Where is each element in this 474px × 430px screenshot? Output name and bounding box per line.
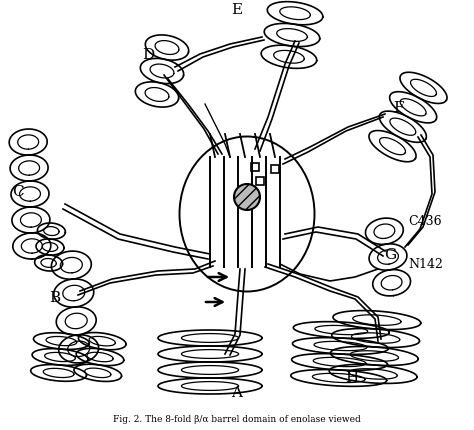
- Text: N142: N142: [408, 258, 443, 271]
- Text: B: B: [49, 290, 61, 304]
- Bar: [251, 164, 259, 172]
- Text: F: F: [393, 101, 403, 115]
- Text: C436: C436: [408, 215, 442, 228]
- Circle shape: [234, 184, 260, 211]
- Bar: [256, 178, 264, 186]
- Bar: [271, 166, 279, 174]
- Text: Fig. 2. The 8-fold β/α barrel domain of enolase viewed: Fig. 2. The 8-fold β/α barrel domain of …: [113, 415, 361, 424]
- Text: A: A: [231, 385, 243, 399]
- Text: C: C: [12, 184, 24, 199]
- Text: E: E: [231, 3, 243, 17]
- Text: H: H: [346, 370, 359, 384]
- Text: G: G: [384, 247, 396, 261]
- Text: D: D: [142, 48, 154, 62]
